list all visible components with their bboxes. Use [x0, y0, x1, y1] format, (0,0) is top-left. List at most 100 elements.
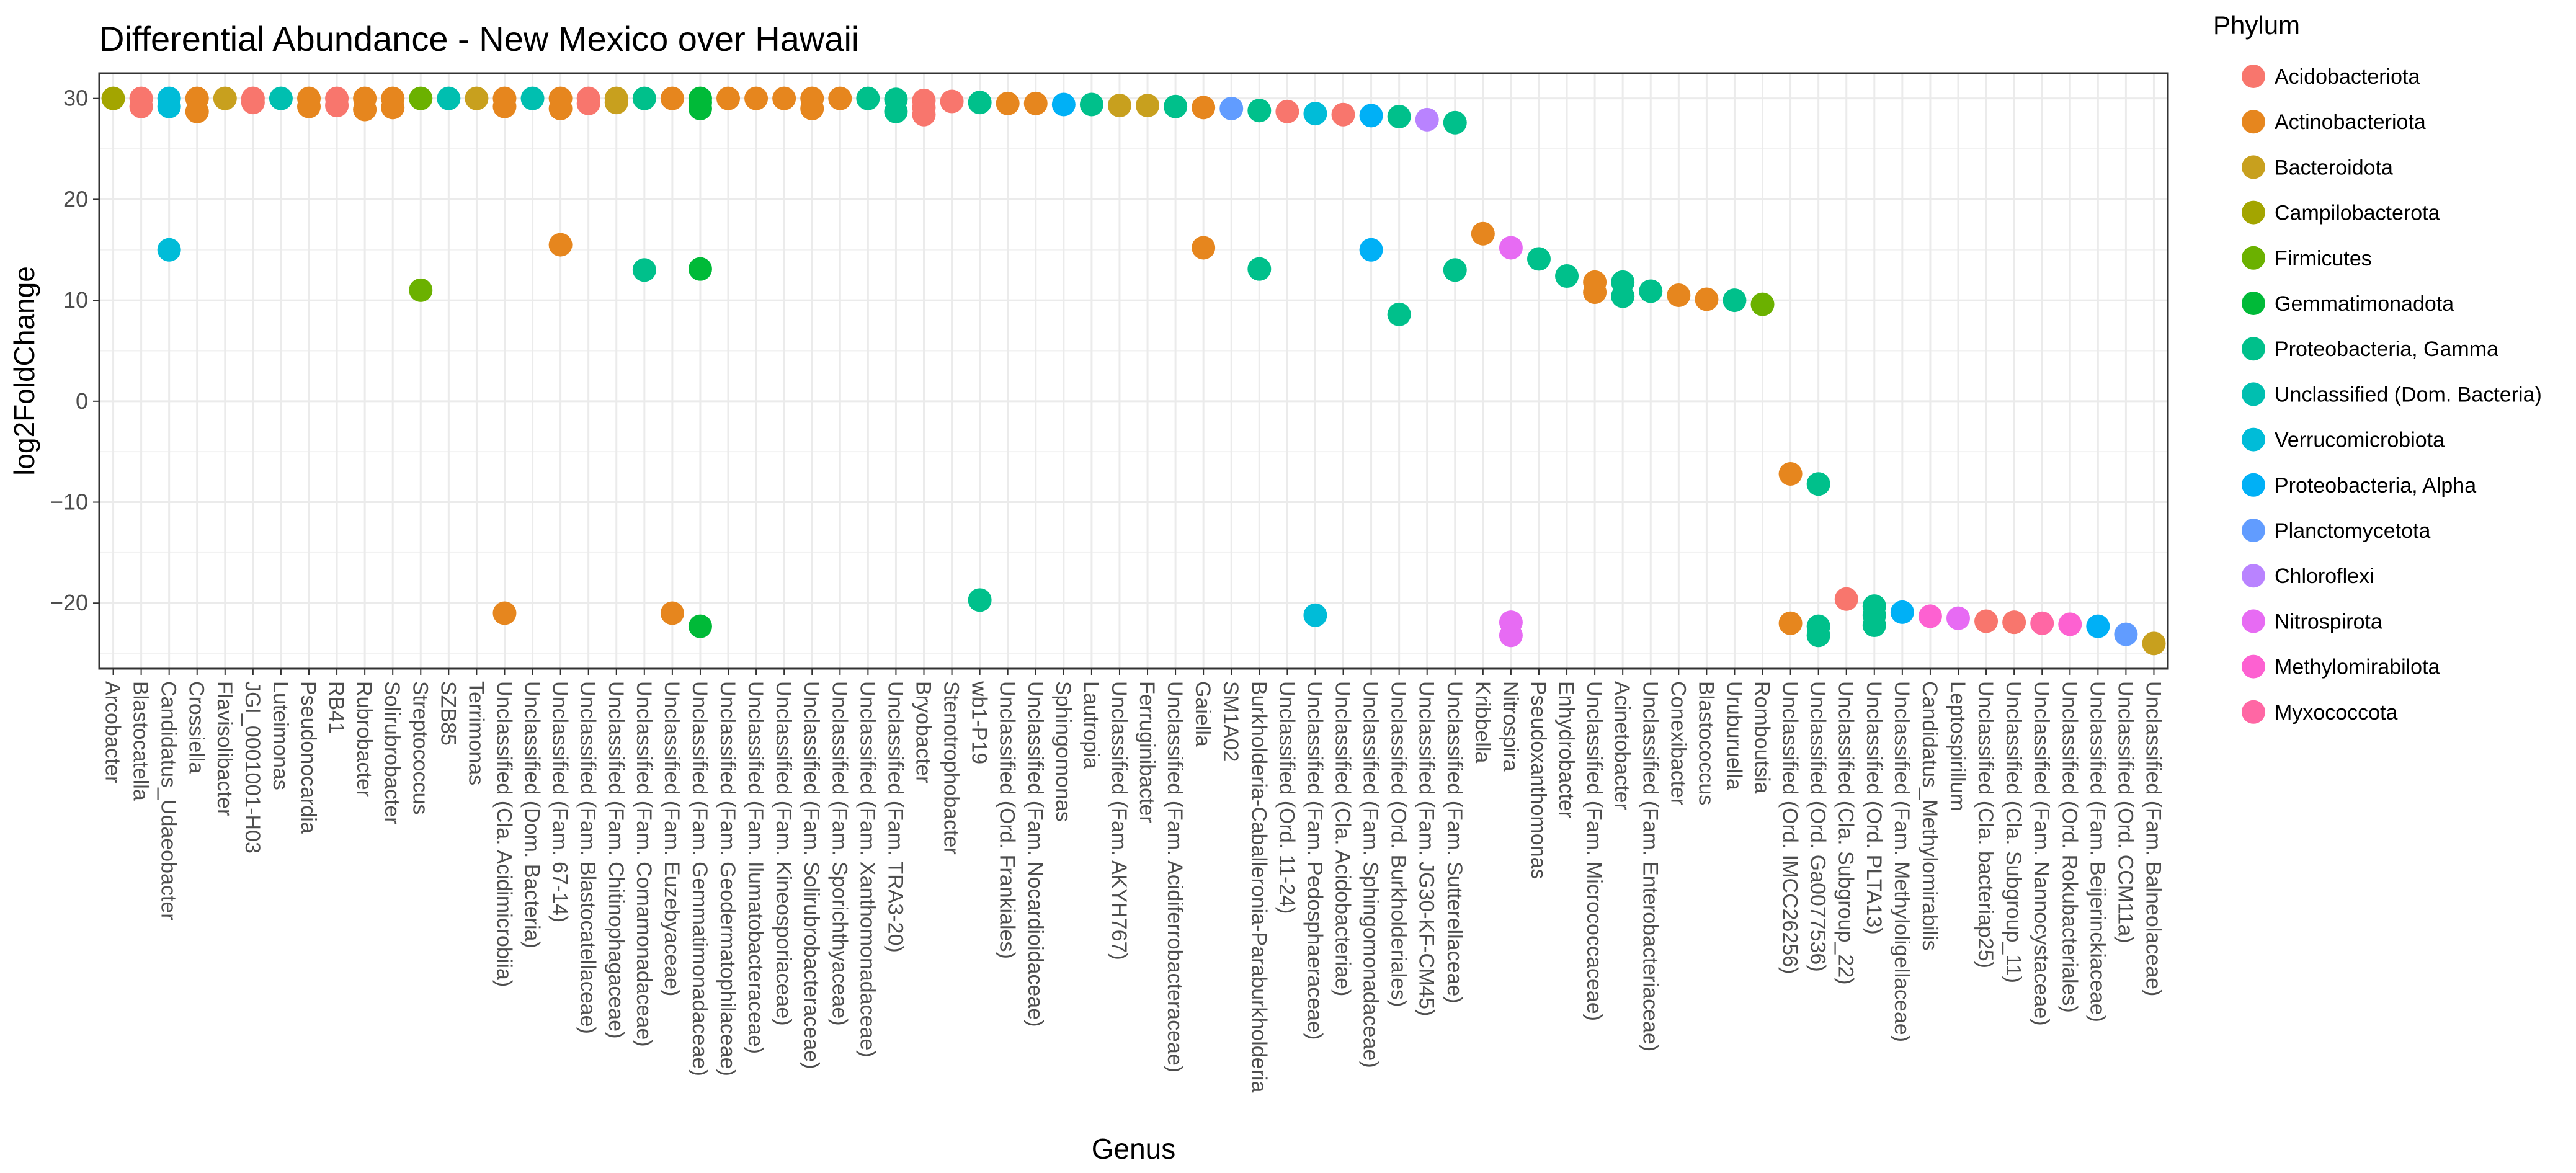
legend-swatch [2242, 564, 2265, 588]
x-tick-label: Unclassified (Fam. Blastocatellaceae) [576, 681, 600, 1034]
x-tick-label: Unclassified (Fam. Comamonadaceae) [632, 681, 656, 1047]
x-tick-label: SM1A02 [1219, 681, 1242, 762]
data-point [940, 89, 964, 114]
data-point [1611, 284, 1635, 308]
x-tick-label: Ferruginibacter [1135, 681, 1159, 823]
data-point [576, 91, 600, 115]
data-point [1471, 221, 1495, 246]
legend-entry-label: Proteobacteria, Alpha [2275, 474, 2476, 497]
y-tick-label: 0 [76, 388, 88, 414]
legend-swatch [2242, 609, 2265, 633]
x-tick-label: Unclassified (Ord. Rokubacteriales) [2057, 681, 2081, 1013]
x-tick-label: Arcobacter [101, 681, 125, 783]
data-point [297, 94, 321, 118]
x-tick-label: JGI_0001001-H03 [241, 681, 264, 854]
data-point [1974, 609, 1999, 633]
data-point [968, 91, 992, 115]
data-point [660, 601, 684, 625]
legend-swatch [2242, 200, 2265, 225]
data-point [1890, 600, 1914, 624]
x-tick-label: Pseudonocardia [296, 681, 320, 834]
data-point [269, 86, 293, 110]
x-tick-label: Candidatus_Udaeobacter [157, 681, 180, 921]
data-point [1247, 99, 1272, 123]
legend-swatch [2242, 155, 2265, 179]
x-tick-label: Unclassified (Ord. CCM11a) [2113, 681, 2137, 943]
x-tick-label: Unclassified (Fam. Micrococcaceae) [1582, 681, 1606, 1021]
data-point [1778, 462, 1803, 486]
x-tick-label: Unclassified (Fam. Enterobacteriaceae) [1638, 681, 1662, 1051]
data-point [1499, 623, 1523, 648]
data-point [1164, 94, 1188, 118]
x-tick-label: Unclassified (Fam. Chitinophagaceae) [604, 681, 628, 1038]
x-tick-label: Blastocatella [129, 681, 153, 801]
x-tick-label: Unclassified (Fam. Nannocystaceae) [2030, 681, 2053, 1026]
x-tick-label: Unclassified (Cla. Subgroup_11) [2002, 681, 2025, 983]
data-point [1778, 611, 1803, 635]
data-point [996, 91, 1020, 115]
x-tick-label: Unclassified (Cla. bacteriap25) [1974, 681, 1997, 968]
x-tick-label: Candidatus_Methylomirabilis [1918, 681, 1941, 951]
x-tick-label: RB41 [324, 681, 348, 734]
data-point [520, 86, 545, 110]
data-point [1918, 604, 1942, 628]
x-tick-label: Terrimonas [464, 681, 488, 785]
data-point [548, 233, 573, 257]
x-tick-label: Sphingomonas [1051, 681, 1075, 822]
data-point [1723, 288, 1747, 313]
x-tick-label: Unclassified (Fam. Nocardioidaceae) [1023, 681, 1047, 1027]
chart-title: Differential Abundance - New Mexico over… [99, 19, 859, 58]
x-tick-label: Burkholderia-Caballeronia-Paraburkholder… [1247, 681, 1270, 1092]
x-tick-label: Unclassified (Fam. Methyloligellaceae) [1890, 681, 1914, 1042]
plot-panel [99, 73, 2168, 669]
data-point [2114, 622, 2138, 646]
x-tick-label: Unclassified (Fam. Pedosphaeraceae) [1303, 681, 1326, 1040]
data-point [2086, 614, 2110, 638]
data-point [157, 238, 181, 262]
x-tick-label: Unclassified (Fam. Geodermatophilaceae) [716, 681, 739, 1076]
legend: Phylum Acidobacteriota Actinobacteriota Ba… [2213, 11, 2542, 725]
y-tick-label: −10 [50, 489, 88, 515]
data-point [185, 99, 209, 123]
data-point [1834, 587, 1858, 611]
data-point [1303, 603, 1327, 627]
data-point [1387, 104, 1411, 128]
x-tick-label: Unclassified (Fam. JG30-KF-CM45) [1415, 681, 1438, 1016]
data-point [2058, 612, 2082, 636]
data-point [604, 91, 628, 115]
data-point [1499, 236, 1523, 260]
data-point [1526, 247, 1551, 271]
data-point [632, 86, 656, 110]
legend-entry-label: Campilobacterota [2275, 202, 2440, 225]
x-tick-label: Unclassified (Ord. Ga0077536) [1806, 681, 1830, 972]
x-tick-label: Unclassified (Fam. Euzebyaceae) [660, 681, 684, 996]
x-tick-label: Romboutsia [1750, 681, 1774, 794]
legend-swatch [2242, 382, 2265, 406]
data-point [1555, 264, 1579, 288]
x-tick-label: Unclassified (Ord. Frankiales) [996, 681, 1019, 959]
legend-entry-label: Methylomirabilota [2275, 656, 2440, 679]
data-point [884, 99, 908, 123]
x-tick-label: Unclassified (Fam. Gemmatimonadaceae) [688, 681, 711, 1076]
x-tick-label: Unclassified (Fam. Sphingomonadaceae) [1359, 681, 1383, 1068]
x-tick-label: Unclassified (Fam. Kineosporiaceae) [772, 681, 795, 1026]
x-tick-label: Nitrospira [1499, 681, 1522, 772]
data-point [800, 96, 824, 120]
data-point [1331, 102, 1355, 127]
x-tick-label: SZB85 [436, 681, 460, 746]
data-point [1051, 92, 1076, 117]
data-point [1639, 279, 1663, 303]
data-point [2142, 631, 2166, 656]
x-tick-label: Unclassified (Fam. Acidiferrobacteraceae… [1163, 681, 1187, 1073]
data-point [716, 86, 741, 110]
x-tick-label: Unclassified (Fam. TRA3-20) [883, 681, 907, 953]
x-tick-label: Unclassified (Fam. Balneolaceae) [2141, 681, 2165, 996]
data-point [1667, 283, 1691, 307]
data-point [492, 601, 517, 625]
data-point [548, 96, 573, 120]
x-tick-label: Crossiella [185, 681, 208, 774]
x-tick-label: Unclassified (Fam. Sutterellaceae) [1443, 681, 1466, 1004]
legend-swatch [2242, 337, 2265, 361]
data-point [129, 94, 153, 118]
